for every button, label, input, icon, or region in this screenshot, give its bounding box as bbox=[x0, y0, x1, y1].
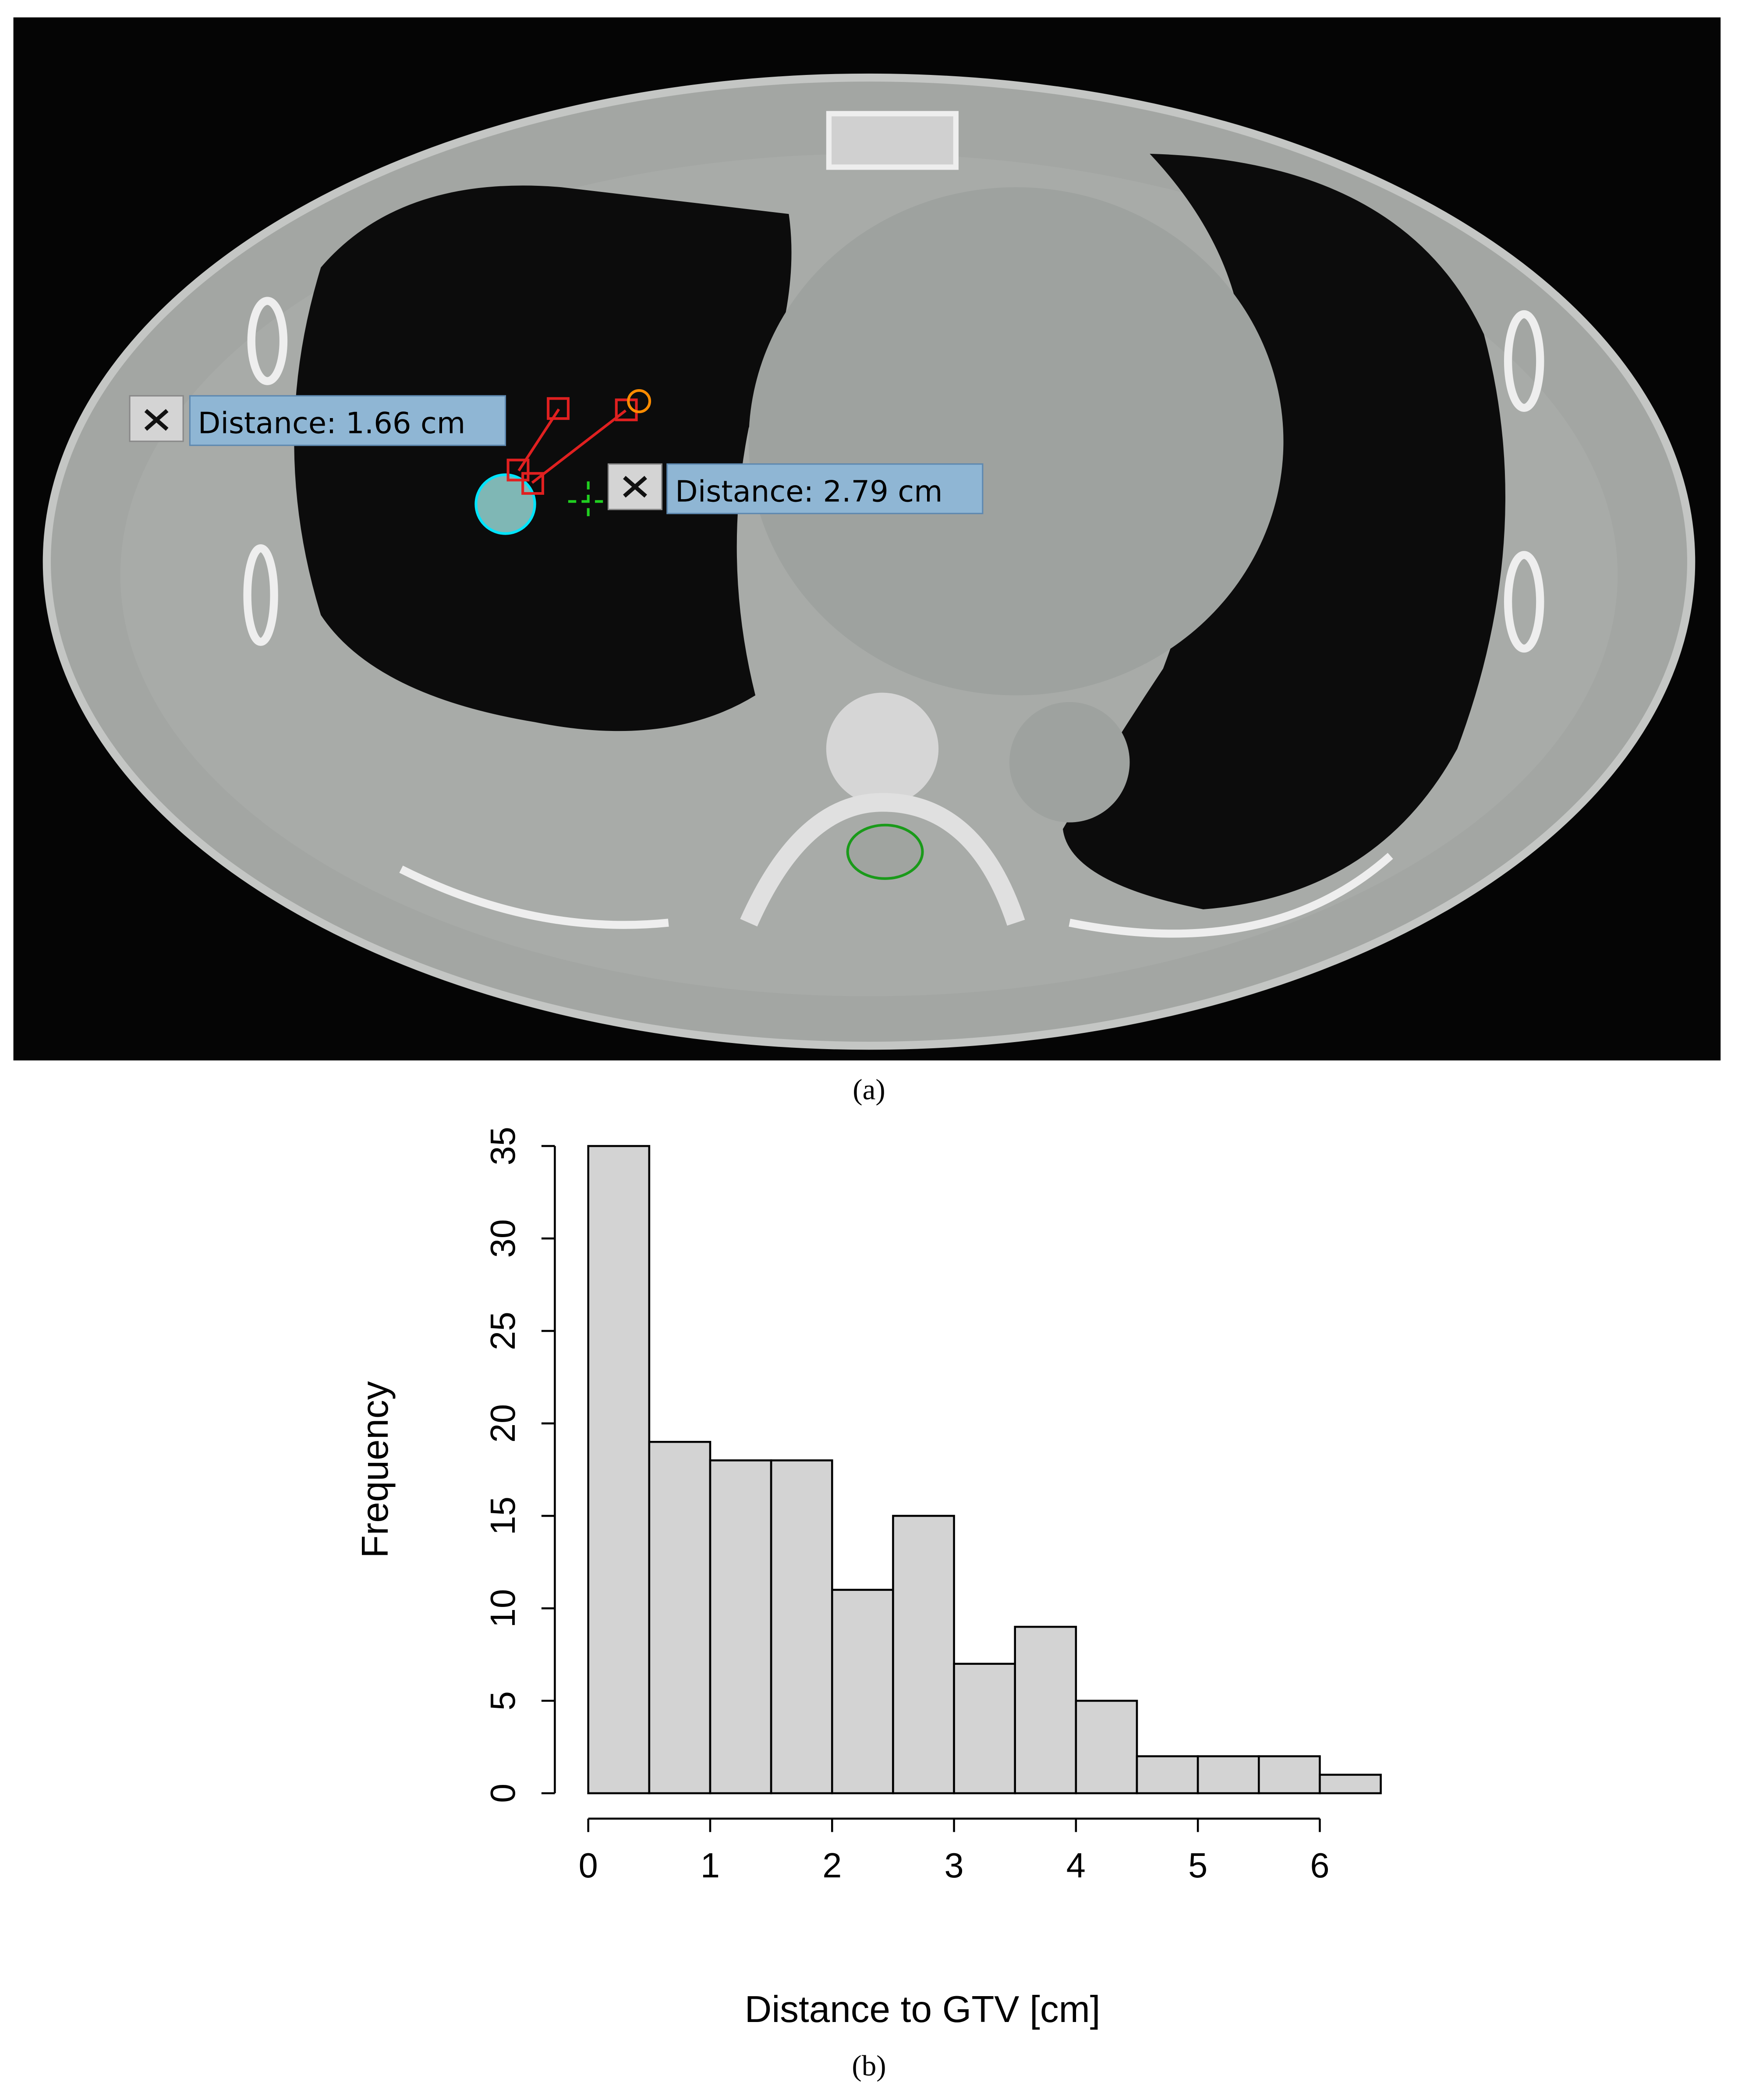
x-tick-label: 4 bbox=[1066, 1846, 1086, 1885]
bar bbox=[648, 1440, 711, 1795]
y-tick-label: 15 bbox=[483, 1497, 522, 1535]
y-tick-label: 20 bbox=[483, 1404, 522, 1443]
x-axis-title: Distance to GTV [cm] bbox=[745, 1989, 1101, 2030]
annotation-box bbox=[189, 395, 506, 446]
x-tick-label: 3 bbox=[945, 1846, 964, 1885]
bar bbox=[1136, 1755, 1199, 1795]
y-tick-label: 35 bbox=[483, 1127, 522, 1165]
x-tick-label: 5 bbox=[1188, 1846, 1207, 1885]
bar bbox=[770, 1459, 833, 1795]
x-tick-label: 0 bbox=[579, 1846, 598, 1885]
bar bbox=[709, 1459, 772, 1795]
bar bbox=[892, 1515, 955, 1795]
bar bbox=[1075, 1699, 1138, 1795]
ct-image bbox=[13, 17, 1721, 1061]
y-axis-title: Frequency bbox=[354, 1381, 396, 1558]
close-button[interactable] bbox=[607, 463, 663, 511]
annotation-box bbox=[666, 463, 984, 514]
y-tick-label: 5 bbox=[483, 1691, 522, 1710]
close-button[interactable] bbox=[129, 395, 184, 442]
bar bbox=[1196, 1755, 1260, 1795]
bar bbox=[1319, 1774, 1382, 1795]
panel-label: (b) bbox=[852, 2049, 886, 2082]
bar bbox=[587, 1145, 651, 1795]
x-tick-label: 6 bbox=[1310, 1846, 1329, 1885]
bar bbox=[953, 1663, 1016, 1795]
y-tick-label: 25 bbox=[483, 1312, 522, 1350]
x-tick-label: 2 bbox=[822, 1846, 842, 1885]
annotation: Distance: 1.66 cm bbox=[198, 406, 466, 440]
panel-label: (a) bbox=[853, 1073, 885, 1106]
bar bbox=[1014, 1625, 1077, 1795]
annotation: Distance: 2.79 cm bbox=[675, 474, 943, 508]
bar bbox=[1258, 1755, 1321, 1795]
bar bbox=[831, 1589, 894, 1795]
x-tick-label: 1 bbox=[701, 1846, 720, 1885]
y-tick-label: 10 bbox=[483, 1589, 522, 1628]
y-tick-label: 30 bbox=[483, 1219, 522, 1258]
y-tick-label: 0 bbox=[483, 1784, 522, 1803]
